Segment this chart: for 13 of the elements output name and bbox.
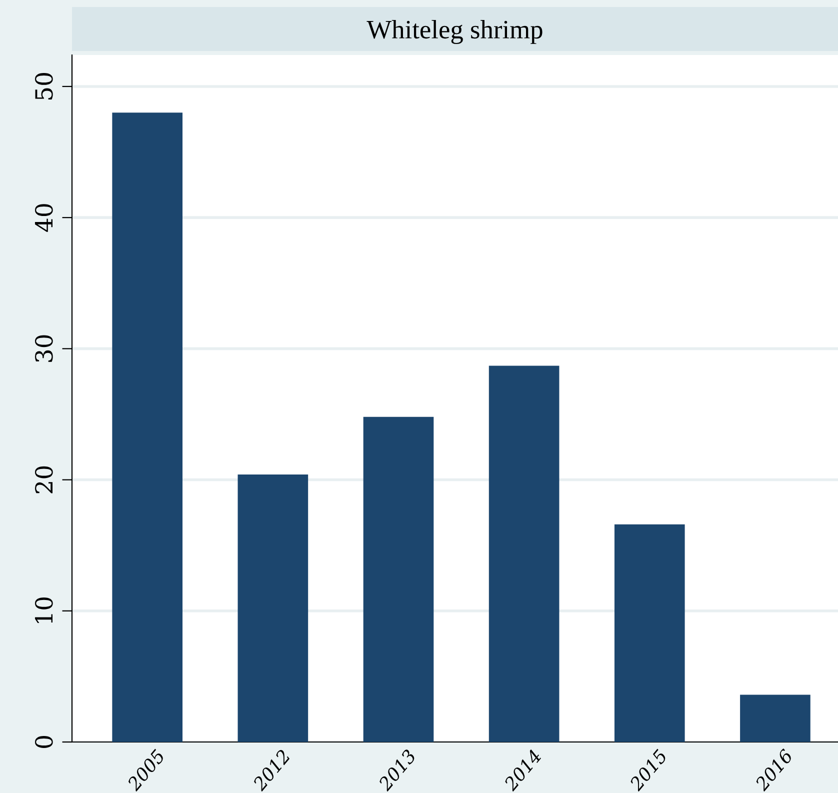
- y-tick-label: 0: [34, 736, 53, 748]
- bar: [614, 524, 685, 742]
- y-tick-label: 50: [34, 73, 53, 100]
- bar: [112, 112, 183, 742]
- y-tick-label: 40: [34, 204, 53, 232]
- y-tick-label: 20: [34, 466, 53, 494]
- chart-title: Whiteleg shrimp: [366, 20, 542, 44]
- bar: [740, 694, 810, 742]
- bar: [363, 416, 434, 742]
- bar: [488, 366, 560, 742]
- y-tick-label: 30: [34, 335, 53, 362]
- bar: [238, 474, 308, 742]
- y-tick-label: 10: [34, 597, 53, 624]
